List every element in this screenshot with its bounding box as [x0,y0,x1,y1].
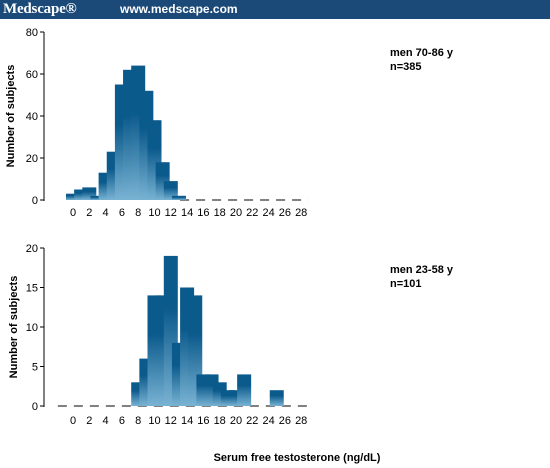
x-tick-label: 22 [246,207,258,219]
x-tick-label: 22 [246,415,258,427]
x-tick-label: 18 [214,415,226,427]
x-tick-label: 0 [70,415,76,427]
bar [171,195,186,200]
bar [66,193,80,200]
bar [269,390,284,406]
x-tick-label: 24 [262,415,274,427]
x-tick-label: 20 [230,207,242,219]
x-tick-label: 4 [103,207,109,219]
y-axis-label: Number of subjects [5,65,17,168]
y-tick-label: 20 [26,243,38,255]
x-tick-label: 26 [279,415,291,427]
x-tick-label: 6 [119,415,125,427]
series-annotation: n=385 [390,61,422,73]
y-tick-label: 60 [26,69,38,81]
x-tick-label: 14 [181,207,193,219]
header-banner: Medscape® www.medscape.com [0,0,550,19]
y-tick-label: 0 [32,195,38,207]
x-tick-label: 6 [119,207,125,219]
y-tick-label: 80 [26,27,38,39]
x-tick-label: 4 [103,415,109,427]
x-tick-label: 16 [197,415,209,427]
x-tick-label: 2 [86,415,92,427]
y-tick-label: 0 [32,401,38,413]
x-tick-label: 28 [295,415,307,427]
y-tick-label: 5 [32,362,38,374]
x-tick-label: 28 [295,207,307,219]
bar [237,374,252,406]
series-annotation: men 70-86 y [390,47,454,59]
x-tick-label: 14 [181,415,193,427]
y-tick-label: 40 [26,111,38,123]
bar [163,181,178,200]
x-tick-label: 0 [70,207,76,219]
x-tick-label: 2 [86,207,92,219]
bar [74,189,89,200]
series-annotation: men 23-58 y [390,264,454,276]
medscape-logo: Medscape® [3,1,77,17]
y-tick-label: 15 [26,283,38,295]
x-axis-label: Serum free testosterone (ng/dL) [214,452,381,464]
x-tick-label: 10 [148,415,160,427]
x-tick-label: 24 [262,207,274,219]
x-tick-label: 12 [165,207,177,219]
site-url[interactable]: www.medscape.com [120,2,238,16]
y-tick-label: 20 [26,153,38,165]
bar [90,195,105,200]
x-tick-label: 8 [135,207,141,219]
x-tick-label: 12 [165,415,177,427]
x-tick-label: 20 [230,415,242,427]
y-axis-label: Number of subjects [8,276,20,379]
y-tick-label: 10 [26,322,38,334]
x-tick-label: 10 [148,207,160,219]
x-tick-label: 26 [279,207,291,219]
series-annotation: n=101 [390,278,422,290]
x-tick-label: 16 [197,207,209,219]
x-tick-label: 8 [135,415,141,427]
x-tick-label: 18 [214,207,226,219]
